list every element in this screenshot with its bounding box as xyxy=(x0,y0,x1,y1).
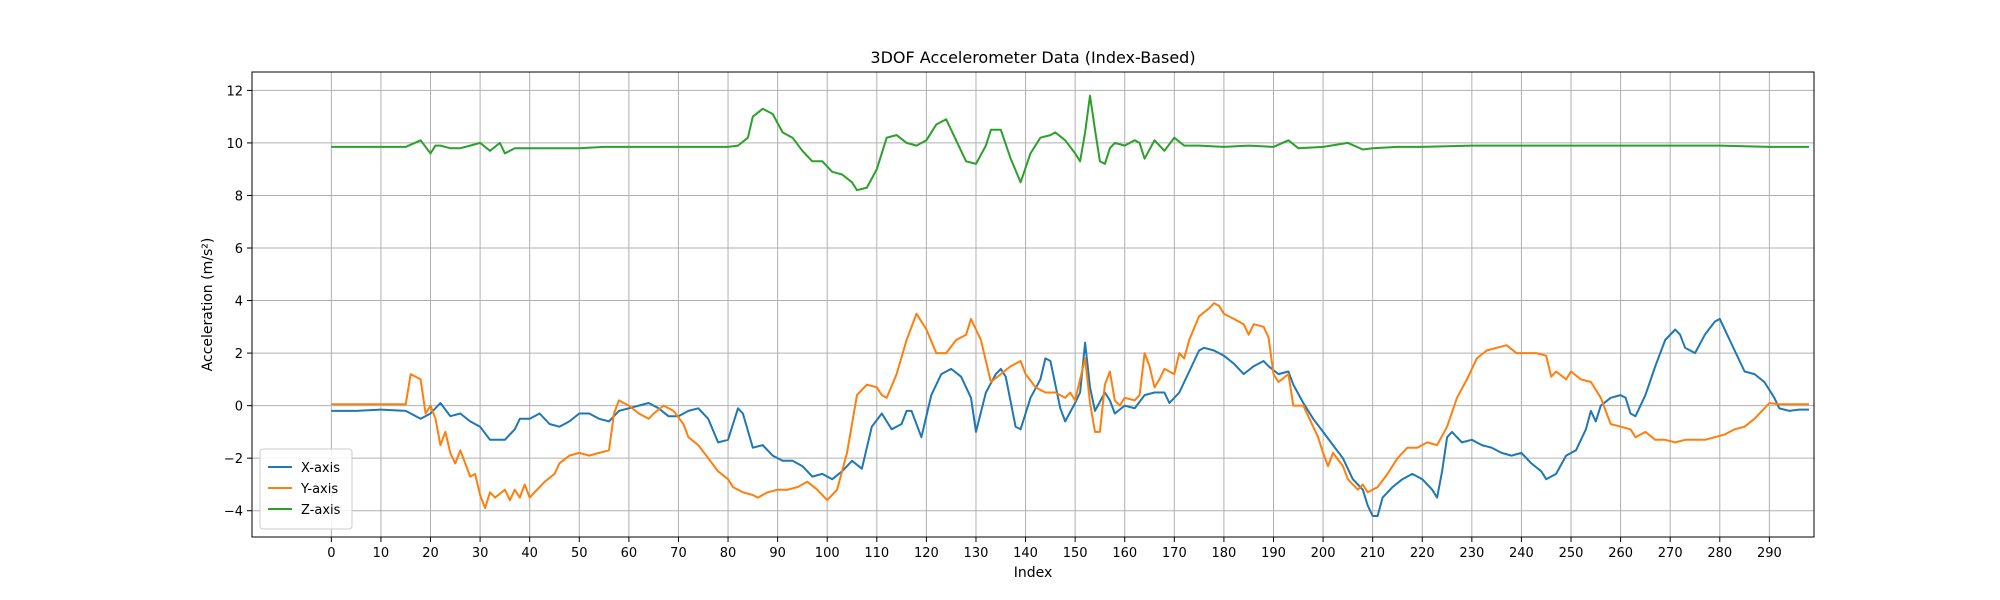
x-axis-label: Index xyxy=(1014,565,1053,581)
y-tick-label: 8 xyxy=(235,189,243,204)
x-tick-label: 130 xyxy=(964,546,989,561)
y-tick-label: −2 xyxy=(224,452,243,467)
x-tick-label: 170 xyxy=(1162,546,1187,561)
x-tick-label: 90 xyxy=(769,546,786,561)
x-tick-label: 240 xyxy=(1509,546,1534,561)
series-line-z-axis xyxy=(331,94,1809,192)
legend-label: Z-axis xyxy=(301,503,341,518)
x-tick-label: 190 xyxy=(1261,546,1286,561)
x-tick-label: 200 xyxy=(1311,546,1336,561)
x-tick-label: 270 xyxy=(1658,546,1683,561)
x-tick-label: 20 xyxy=(422,546,439,561)
x-tick-label: 40 xyxy=(521,546,538,561)
x-tick-label: 260 xyxy=(1608,546,1633,561)
y-tick-label: 0 xyxy=(235,400,243,415)
x-tick-label: 150 xyxy=(1063,546,1088,561)
x-tick-label: 30 xyxy=(472,546,489,561)
y-tick-label: 12 xyxy=(226,84,243,99)
x-tick-label: 250 xyxy=(1559,546,1584,561)
x-tick-label: 0 xyxy=(327,546,335,561)
y-tick-label: 2 xyxy=(235,347,243,362)
x-tick-label: 140 xyxy=(1013,546,1038,561)
x-tick-label: 290 xyxy=(1757,546,1782,561)
y-tick-label: 6 xyxy=(235,242,243,257)
x-tick-label: 180 xyxy=(1211,546,1236,561)
y-tick-label: 10 xyxy=(226,137,243,152)
y-axis-label: Acceleration (m/s²) xyxy=(200,238,216,372)
x-tick-label: 50 xyxy=(571,546,588,561)
series-lines xyxy=(331,94,1809,517)
plot-frame xyxy=(251,71,1815,538)
x-tick-label: 110 xyxy=(864,546,889,561)
x-tick-label: 160 xyxy=(1112,546,1137,561)
legend-label: X-axis xyxy=(301,461,340,476)
x-tick-label: 120 xyxy=(914,546,939,561)
series-line-x-axis xyxy=(331,317,1809,517)
x-tick-label: 230 xyxy=(1459,546,1484,561)
x-tick-label: 70 xyxy=(670,546,687,561)
grid xyxy=(252,72,1814,537)
x-axis: 0 10 20 30 40 50 60 70 80 90 100 110 120 130 140 150 160… xyxy=(327,537,1782,561)
x-tick-label: 280 xyxy=(1707,546,1732,561)
y-axis: −4 −2 0 2 4 6 8 10 12 xyxy=(224,84,252,520)
x-tick-label: 80 xyxy=(720,546,737,561)
x-tick-label: 60 xyxy=(621,546,638,561)
x-tick-label: 220 xyxy=(1410,546,1435,561)
x-tick-label: 210 xyxy=(1360,546,1385,561)
x-tick-label: 100 xyxy=(815,546,840,561)
legend-label: Y-axis xyxy=(300,482,338,497)
legend: X-axis Y-axis Z-axis xyxy=(259,448,353,530)
series-line-y-axis xyxy=(331,302,1809,510)
chart-title: 3DOF Accelerometer Data (Index-Based) xyxy=(870,48,1195,67)
y-tick-label: −4 xyxy=(224,505,243,520)
x-tick-label: 10 xyxy=(373,546,390,561)
y-tick-label: 4 xyxy=(235,295,243,310)
